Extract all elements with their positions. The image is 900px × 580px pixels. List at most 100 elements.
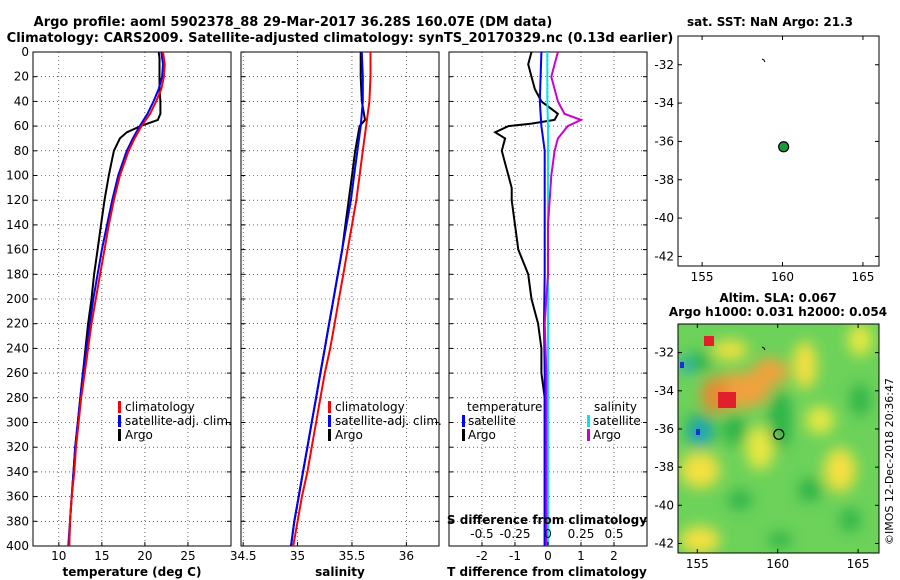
depth-tick-label: 140 (6, 218, 29, 232)
sla-map-title-2: Argo h1000: 0.031 h2000: 0.054 (669, 305, 887, 319)
depth-tick-label: 40 (14, 94, 29, 108)
map-y-tick-label: -34 (654, 384, 674, 398)
legend-climatology-label: climatology (125, 400, 195, 414)
salinity-series (290, 51, 372, 547)
series-line-satellite-adj-clim- (290, 51, 364, 547)
legend-argo-swatch (118, 429, 121, 441)
difference-xlabel: T difference from climatology (447, 565, 647, 579)
sla-map-frame (677, 323, 880, 554)
s-diff-tick-label: 0.25 (568, 527, 595, 541)
salinity-legend: climatology satellite-adj. clim. Argo (328, 400, 442, 442)
series-line-climatology (292, 52, 372, 547)
difference-panel: temperature satellite Argo salinity sate… (447, 51, 648, 579)
map-y-tick-label: -34 (654, 96, 674, 110)
x-tick-label: 0 (544, 549, 552, 563)
map-y-tick-label: -32 (654, 58, 674, 72)
header-line-1: Argo profile: aoml 5902378_88 29-Mar-201… (34, 15, 553, 30)
x-tick-label: 25 (180, 549, 195, 563)
series-line-climatology (68, 51, 166, 547)
legend-t-satellite-label: satellite (468, 414, 516, 428)
temperature-series (67, 51, 166, 547)
legend-satellite-swatch (118, 415, 121, 427)
depth-axis: 0 20 40 60 80 100 120 140 160 180 200 220 240 260 280 3… (6, 45, 29, 553)
depth-tick-label: 320 (6, 440, 29, 454)
salinity-xticks: 34.5 35 35.5 36 (230, 542, 414, 563)
imos-stamp: ©IMOS 12-Dec-2018 20:36:47 (883, 378, 896, 545)
x-tick-label: 1 (577, 549, 585, 563)
difference-xticks: -2 -1 0 1 2 (476, 542, 618, 563)
legend-s-argo-label: Argo (593, 428, 621, 442)
legend-argo-label: Argo (335, 428, 363, 442)
series-line-argo (68, 51, 162, 547)
legend-climatology-swatch (118, 401, 121, 413)
depth-tick-label: 120 (6, 193, 29, 207)
legend-s-argo-swatch (587, 429, 590, 441)
series-line-t-satellite (538, 51, 546, 546)
argo-location-marker (778, 141, 790, 153)
depth-tick-label: 340 (6, 465, 29, 479)
salinity-panel: climatology satellite-adj. clim. Argo 34… (230, 51, 442, 579)
legend-t-argo-swatch (462, 429, 465, 441)
s-diff-ticks: -0.5 -0.25 0 0.25 0.5 (470, 527, 623, 541)
sla-high-patch (718, 392, 736, 408)
map-y-tick-label: -38 (654, 173, 674, 187)
series-line-s-satellite (546, 52, 549, 546)
header-line-2: Climatology: CARS2009. Satellite-adjuste… (7, 31, 674, 46)
x-tick-label: 34.5 (230, 549, 257, 563)
map-y-tick-label: -36 (654, 422, 674, 436)
argo-location-marker (773, 428, 785, 440)
legend-temperature-title: temperature (467, 400, 542, 414)
x-tick-label: 15 (94, 549, 109, 563)
map-x-tick-label: 155 (686, 557, 709, 571)
sla-map-ticks: 155 160 165 -32 -34 -36 -38 -40 -42 (654, 324, 879, 571)
x-tick-label: -2 (476, 549, 488, 563)
map-y-tick-label: -32 (654, 346, 674, 360)
sla-low-patch (696, 429, 700, 435)
legend-s-satellite-swatch (587, 415, 590, 427)
salinity-gridlines (241, 51, 439, 547)
sla-low-patch (680, 362, 684, 368)
series-line-satellite-adj-clim- (67, 51, 165, 547)
series-line-s-argo (543, 51, 584, 546)
sla-heatmap (678, 324, 879, 553)
difference-legend: temperature satellite Argo salinity sate… (462, 400, 641, 442)
legend-climatology-label: climatology (335, 400, 405, 414)
sst-map-title: sat. SST: NaN Argo: 21.3 (687, 15, 853, 29)
legend-satellite-label: satellite-adj. clim. (335, 414, 442, 428)
map-x-tick-label: 155 (691, 270, 714, 284)
sla-high-patch (704, 336, 714, 346)
s-diff-tick-label: 0.5 (604, 527, 623, 541)
depth-tick-label: 20 (14, 70, 29, 84)
depth-tick-label: 360 (6, 490, 29, 504)
depth-tick-label: 60 (14, 119, 29, 133)
sst-map-ticks: 155 160 165 -32 -34 -36 -38 -40 -42 (654, 36, 879, 284)
x-tick-label: 20 (137, 549, 152, 563)
x-tick-label: 36 (399, 549, 414, 563)
map-x-tick-label: 160 (766, 557, 789, 571)
legend-argo-label: Argo (125, 428, 153, 442)
x-tick-label: 10 (51, 549, 66, 563)
depth-tick-label: 100 (6, 169, 29, 183)
legend-satellite-label: satellite-adj. clim. (125, 414, 232, 428)
temperature-xlabel: temperature (deg C) (63, 565, 202, 579)
depth-tick-label: 400 (6, 539, 29, 553)
salinity-xlabel: salinity (315, 565, 365, 579)
x-tick-label: -1 (509, 549, 521, 563)
depth-tick-label: 260 (6, 366, 29, 380)
x-tick-label: 35.5 (339, 549, 366, 563)
depth-tick-label: 160 (6, 243, 29, 257)
temperature-legend: climatology satellite-adj. clim. Argo (118, 400, 232, 442)
depth-tick-label: 300 (6, 416, 29, 430)
map-x-tick-label: 165 (847, 557, 870, 571)
x-tick-label: 2 (610, 549, 618, 563)
legend-salinity-title: salinity (594, 400, 637, 414)
map-y-tick-label: -38 (654, 460, 674, 474)
legend-s-satellite-label: satellite (593, 414, 641, 428)
sst-map: sat. SST: NaN Argo: 21.3 155 160 165 -32 -34… (654, 15, 880, 284)
sla-map-title-1: Altim. SLA: 0.067 (719, 291, 836, 305)
temperature-gridlines (33, 51, 231, 547)
depth-tick-label: 220 (6, 317, 29, 331)
sla-map: Altim. SLA: 0.067 Argo h1000: 0.031 h200… (654, 291, 887, 571)
temperature-xticks: 10 15 20 25 (51, 542, 196, 563)
